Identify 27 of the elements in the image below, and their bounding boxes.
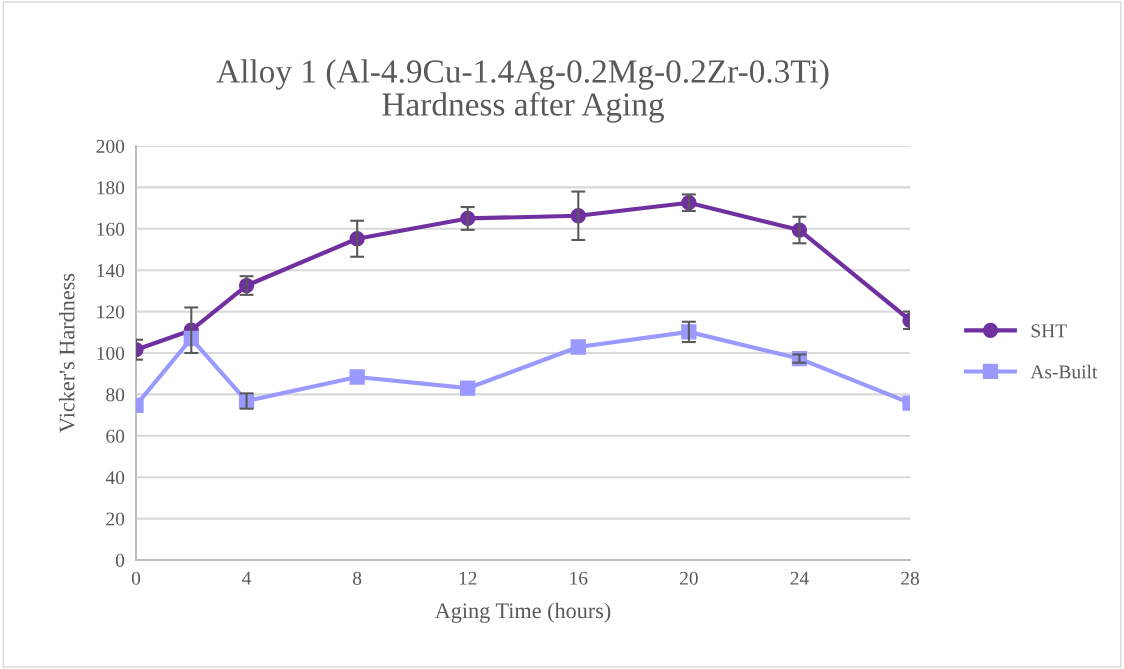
x-tick-label: 28 (901, 571, 919, 585)
y-tick-label: 40 (105, 471, 125, 485)
x-tick-label: 0 (131, 571, 141, 585)
legend-label: As-Built (1030, 364, 1098, 379)
y-tick-label: 200 (96, 139, 125, 153)
y-tick-label: 160 (97, 222, 125, 236)
y-tick-label: 80 (106, 388, 125, 402)
y-tick-label: 180 (97, 181, 125, 195)
y-tick-label: 20 (106, 512, 125, 526)
point (460, 380, 476, 396)
x-tick-label: 20 (679, 571, 698, 585)
x-tick-label: 8 (353, 571, 362, 585)
point (349, 369, 365, 385)
x-tick-label: 4 (242, 571, 252, 585)
x-axis-title: Aging Time (hours) (434, 602, 611, 623)
y-tick-label: 0 (115, 553, 125, 567)
y-tick-label: 140 (97, 264, 125, 278)
x-tick-label: 16 (570, 571, 588, 585)
legend-label: SHT (1031, 324, 1067, 338)
y-tick-label: 100 (97, 346, 125, 360)
y-tick-label: 120 (97, 305, 125, 319)
x-tick-label: 12 (459, 571, 477, 585)
x-tick-label: 24 (790, 571, 809, 585)
chart-title: Alloy 1 (Al-4.9Cu-1.4Ag-0.2Mg-0.2Zr-0.3Ti) Hardness after Aging (216, 59, 829, 123)
y-axis-title: Vicker's Hardness (58, 273, 75, 433)
y-tick-label: 60 (106, 429, 125, 443)
point (570, 339, 586, 355)
